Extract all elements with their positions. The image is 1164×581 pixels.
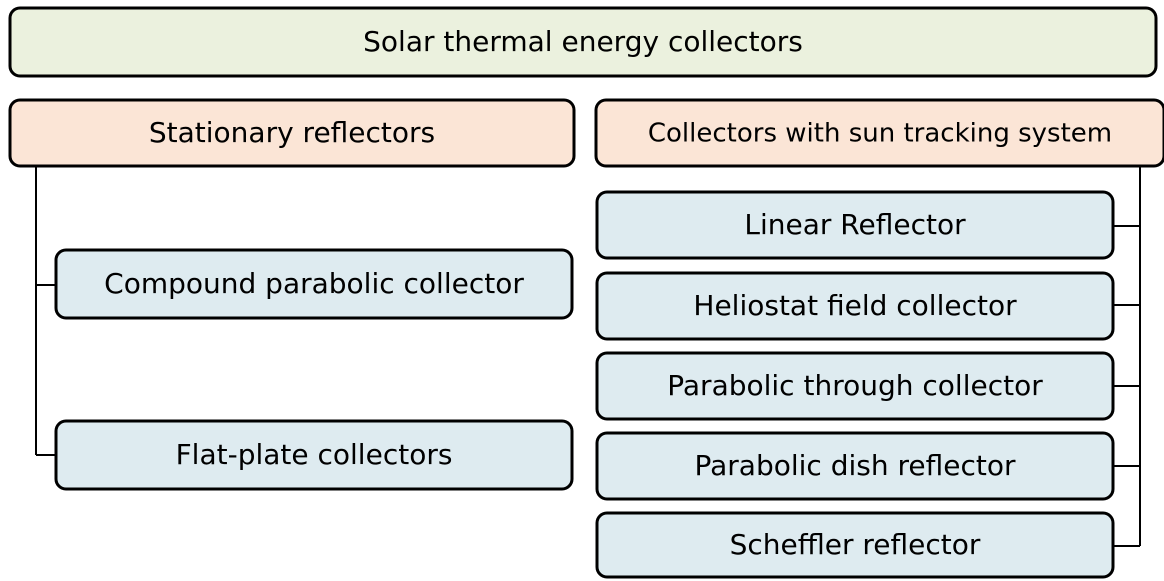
group-box (594, 98, 1164, 168)
item-box (54, 419, 574, 491)
group-label: Stationary reflectors (149, 116, 435, 149)
item-label: Parabolic through collector (667, 369, 1043, 402)
item-box (595, 190, 1115, 260)
item-label: Compound parabolic collector (104, 267, 524, 300)
group-label: Collectors with sun tracking system (648, 119, 1112, 149)
item-box (595, 271, 1115, 341)
item-box (54, 248, 574, 320)
item-box (595, 431, 1115, 501)
item-label: Parabolic dish reflector (694, 449, 1015, 482)
item-box (595, 351, 1115, 421)
item-box (595, 511, 1115, 579)
title: Solar thermal energy collectors (363, 25, 803, 58)
group-box (8, 98, 576, 168)
item-label: Flat-plate collectors (176, 438, 453, 471)
item-label: Heliostat field collector (693, 289, 1017, 322)
item-label: Linear Reflector (744, 208, 966, 241)
title-box (8, 6, 1158, 78)
item-label: Scheffler reflector (730, 528, 981, 561)
